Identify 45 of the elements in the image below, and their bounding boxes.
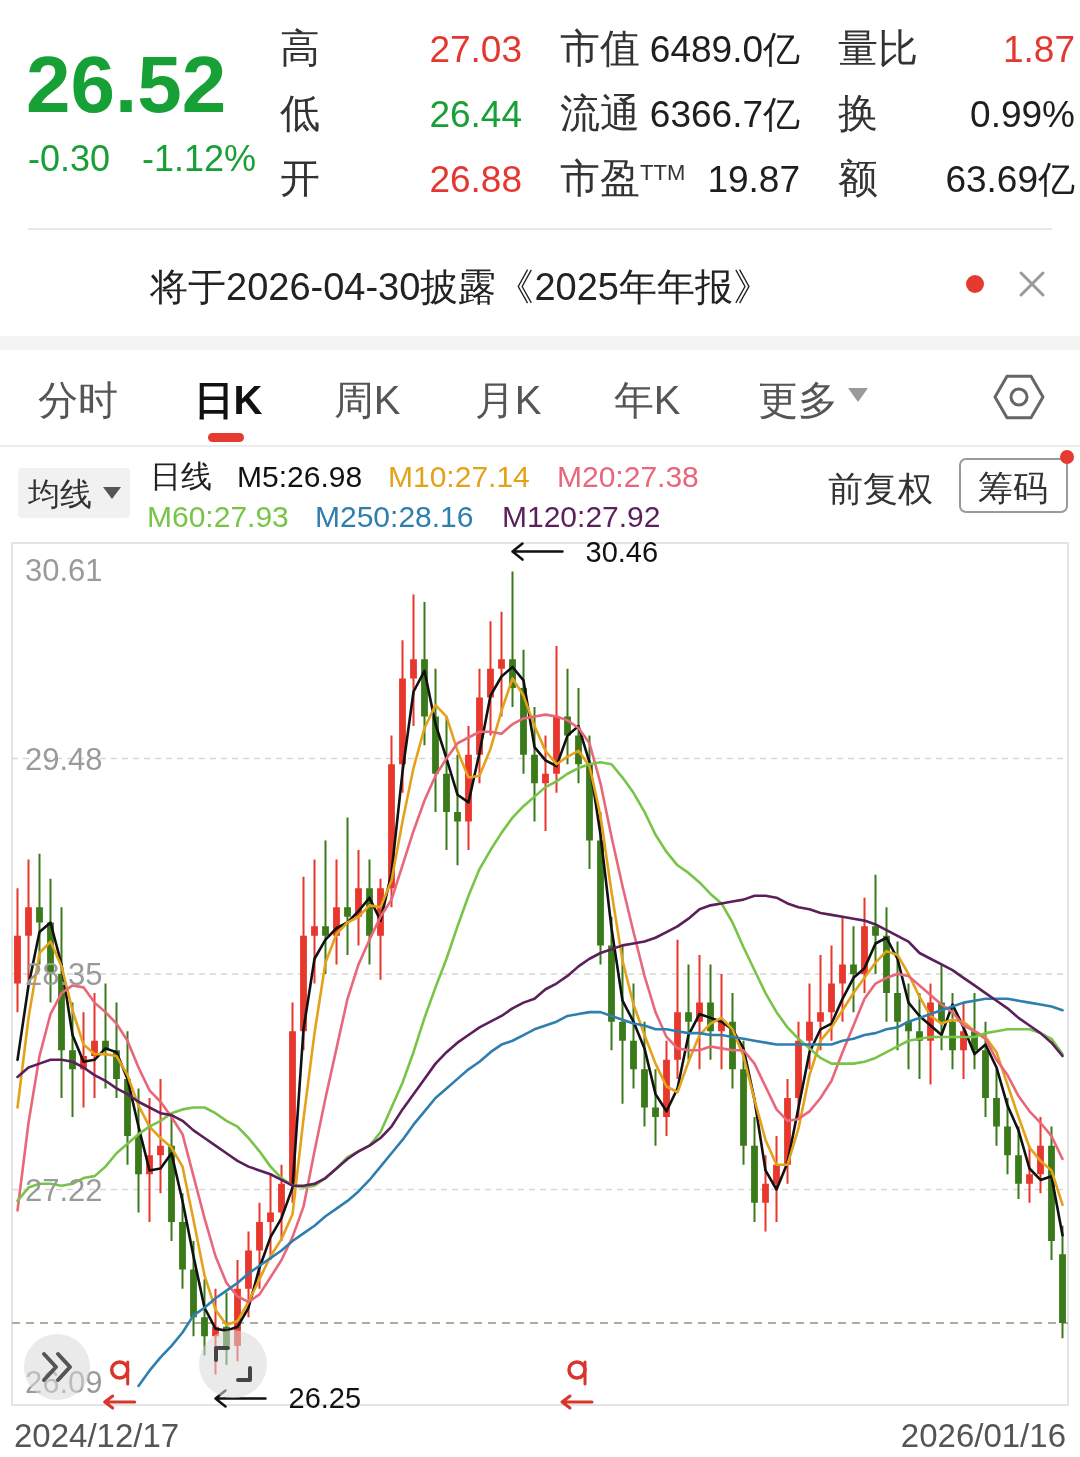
- text: 额: [838, 156, 878, 200]
- text: -1.12%: [142, 138, 257, 179]
- text: 市盈$^{TTM}$: [560, 156, 686, 200]
- text: -0.30: [28, 138, 111, 179]
- text: 均线: [27, 476, 92, 512]
- text: 周K: [333, 378, 401, 422]
- text: 2024/12/17: [14, 1417, 180, 1454]
- text: 将于2026-04-30披露《2025年年报》: [149, 266, 771, 308]
- text: M250:28.16: [315, 500, 474, 533]
- y-tick-label: 26.09: [25, 1365, 103, 1400]
- text: 26.52: [26, 40, 227, 129]
- annotation: 26.25: [288, 1382, 362, 1415]
- text: 0.99%: [970, 94, 1075, 135]
- text: 26.88: [429, 159, 522, 200]
- text: 量比: [838, 26, 918, 70]
- text: M60:27.93: [147, 500, 289, 533]
- text: 63.69亿: [945, 159, 1075, 200]
- text: M20:27.38: [557, 460, 699, 493]
- text: 开: [280, 156, 320, 200]
- text: 年K: [613, 378, 681, 422]
- text: M10:27.14: [388, 460, 530, 493]
- text: M5:26.98: [237, 460, 363, 493]
- text: 27.03: [429, 29, 522, 70]
- text: 26.44: [429, 94, 522, 135]
- text: 6366.7亿: [649, 94, 800, 135]
- text: 分时: [38, 378, 118, 422]
- text: 2026/01/16: [900, 1417, 1066, 1454]
- text: 筹码: [978, 468, 1048, 507]
- text: 月K: [474, 378, 542, 422]
- y-tick-label: 30.61: [25, 553, 103, 588]
- text: 市值: [560, 26, 640, 70]
- y-tick-label: 29.48: [25, 741, 103, 777]
- text: 流通: [560, 91, 640, 135]
- text: 19.87: [707, 159, 800, 200]
- legend-title: 日线: [150, 459, 212, 494]
- text: M120:27.92: [502, 500, 661, 533]
- text: 1.87: [1002, 29, 1075, 70]
- text: 低: [280, 91, 320, 135]
- text: 高: [280, 26, 320, 70]
- text: 换: [838, 91, 878, 135]
- text: 更多: [758, 378, 838, 422]
- text: 前复权: [828, 469, 933, 508]
- annotation: 30.46: [585, 535, 659, 568]
- text: 日K: [193, 378, 263, 422]
- text: 6489.0亿: [649, 29, 800, 70]
